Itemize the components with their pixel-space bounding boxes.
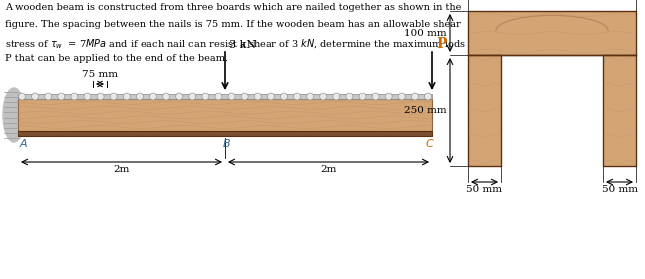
Circle shape — [254, 93, 261, 100]
Circle shape — [346, 93, 353, 100]
Circle shape — [424, 93, 432, 100]
Circle shape — [267, 93, 274, 100]
Bar — [468, 55, 501, 166]
Bar — [468, 11, 636, 55]
Text: A: A — [20, 139, 28, 149]
Circle shape — [215, 93, 222, 100]
Text: 250 mm: 250 mm — [404, 106, 447, 115]
Circle shape — [123, 93, 130, 100]
Circle shape — [320, 93, 327, 100]
Circle shape — [241, 93, 248, 100]
Text: stress of $\tau_w$  = 7$MPa$ and if each nail can resist a shear of 3 $kN$, dete: stress of $\tau_w$ = 7$MPa$ and if each … — [5, 37, 466, 50]
Circle shape — [175, 93, 183, 100]
Circle shape — [110, 93, 117, 100]
Circle shape — [32, 93, 39, 100]
Circle shape — [97, 93, 104, 100]
Circle shape — [150, 93, 157, 100]
Text: 50 mm: 50 mm — [466, 185, 502, 194]
Ellipse shape — [3, 88, 25, 142]
Text: figure. The spacing between the nails is 75 mm. If the wooden beam has an allowa: figure. The spacing between the nails is… — [5, 20, 461, 29]
Circle shape — [45, 93, 52, 100]
Circle shape — [163, 93, 170, 100]
Text: 3 kN: 3 kN — [229, 40, 256, 50]
Bar — [18, 99, 432, 131]
Text: A wooden beam is constructed from three boards which are nailed together as show: A wooden beam is constructed from three … — [5, 3, 461, 12]
Circle shape — [385, 93, 392, 100]
Circle shape — [228, 93, 235, 100]
Text: P: P — [436, 37, 446, 51]
Circle shape — [189, 93, 196, 100]
Circle shape — [58, 93, 64, 100]
Bar — [18, 94, 432, 99]
Text: B: B — [223, 139, 231, 149]
Text: 100 mm: 100 mm — [404, 28, 447, 37]
Circle shape — [293, 93, 301, 100]
Circle shape — [333, 93, 340, 100]
Circle shape — [202, 93, 209, 100]
Circle shape — [19, 93, 26, 100]
Bar — [603, 55, 636, 166]
Text: 50 mm: 50 mm — [602, 185, 637, 194]
Circle shape — [372, 93, 379, 100]
Circle shape — [359, 93, 366, 100]
Circle shape — [281, 93, 288, 100]
Circle shape — [306, 93, 313, 100]
Circle shape — [399, 93, 405, 100]
Circle shape — [71, 93, 78, 100]
Circle shape — [84, 93, 91, 100]
Text: C: C — [426, 139, 433, 149]
Text: 75 mm: 75 mm — [82, 70, 118, 79]
Text: 2m: 2m — [321, 165, 337, 174]
Text: 2m: 2m — [114, 165, 130, 174]
Text: P that can be applied to the end of the beam.: P that can be applied to the end of the … — [5, 54, 228, 63]
Bar — [18, 131, 432, 136]
Circle shape — [136, 93, 143, 100]
Circle shape — [412, 93, 419, 100]
